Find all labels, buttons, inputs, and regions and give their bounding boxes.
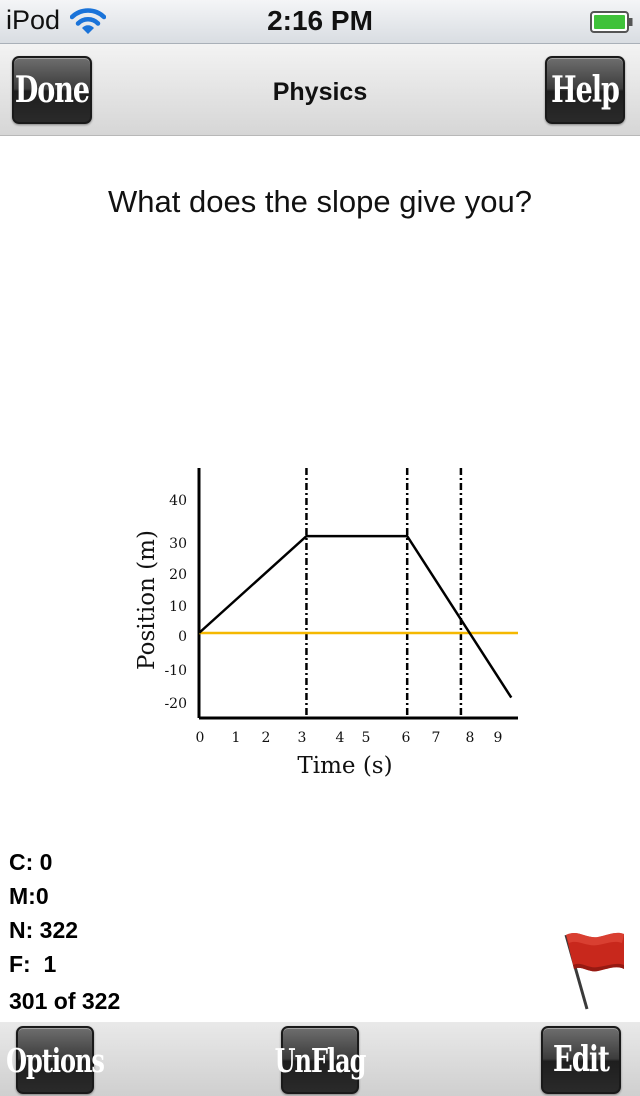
options-button-label: Options [6, 1040, 105, 1080]
x-tick-label: 9 [494, 730, 503, 746]
card-progress: 301 of 322 [9, 988, 121, 1014]
stat-new: N: 322 [9, 913, 78, 947]
stat-new-value: 322 [39, 917, 79, 943]
done-button-label: Done [14, 69, 90, 111]
stat-flagged-label: F: [9, 951, 31, 977]
y-tick-label: 30 [169, 536, 187, 552]
position-time-graph: 40 30 20 10 0 -10 -20 0 1 2 3 4 5 6 7 8 9 Position (m) T… [134, 468, 518, 779]
bottom-toolbar: Options UnFlag Edit [0, 1022, 640, 1096]
edit-button-label: Edit [553, 1039, 610, 1081]
x-tick-label: 4 [336, 730, 345, 746]
x-tick-label: 7 [432, 730, 441, 746]
stat-missed: M:0 [9, 879, 78, 913]
help-button-label: Help [551, 69, 620, 111]
stat-flagged: F: 1 [9, 947, 78, 981]
x-tick-label: 6 [402, 730, 411, 746]
stat-missed-label: M: [9, 883, 36, 909]
y-tick-label: -20 [164, 696, 187, 712]
options-button[interactable]: Options [6, 1026, 105, 1094]
help-button[interactable]: Help [545, 56, 625, 124]
x-tick-label: 5 [362, 730, 371, 746]
carrier-label: iPod [6, 5, 61, 35]
stat-missed-value: 0 [35, 883, 49, 909]
stat-correct-label: C: [9, 849, 34, 875]
wifi-icon [69, 6, 107, 43]
status-clock: 2:16 PM [267, 5, 373, 36]
page-title: Physics [272, 78, 368, 106]
unflag-button[interactable]: UnFlag [275, 1026, 366, 1094]
battery-full-icon [590, 10, 634, 39]
stat-new-label: N: [9, 917, 34, 943]
y-tick-label: 0 [178, 629, 187, 645]
question-text: What does the slope give you? [108, 184, 532, 219]
red-flag-icon[interactable] [560, 925, 630, 1018]
x-tick-label: 1 [232, 730, 241, 746]
y-tick-label: 40 [169, 493, 187, 509]
unflag-button-label: UnFlag [274, 1040, 367, 1080]
y-tick-label: -10 [164, 663, 187, 679]
stat-correct-value: 0 [39, 849, 53, 875]
navigation-bar: Done Physics Help [0, 44, 640, 136]
x-tick-label: 0 [196, 730, 205, 746]
x-tick-label: 8 [466, 730, 475, 746]
stats-panel: C: 0 M:0 N: 322 F: 1 [9, 845, 78, 981]
series-line-0 [198, 534, 513, 699]
x-tick-label: 2 [262, 730, 271, 746]
x-axis-label: Time (s) [297, 753, 392, 779]
done-button[interactable]: Done [12, 56, 92, 124]
status-bar: iPod 2:16 PM [0, 0, 640, 44]
stat-correct: C: 0 [9, 845, 78, 879]
x-tick-label: 3 [298, 730, 307, 746]
y-axis-label: Position (m) [134, 530, 160, 670]
stat-flagged-value: 1 [43, 951, 57, 977]
y-tick-label: 10 [169, 599, 187, 615]
edit-button[interactable]: Edit [541, 1026, 621, 1094]
y-tick-label: 20 [169, 567, 187, 583]
